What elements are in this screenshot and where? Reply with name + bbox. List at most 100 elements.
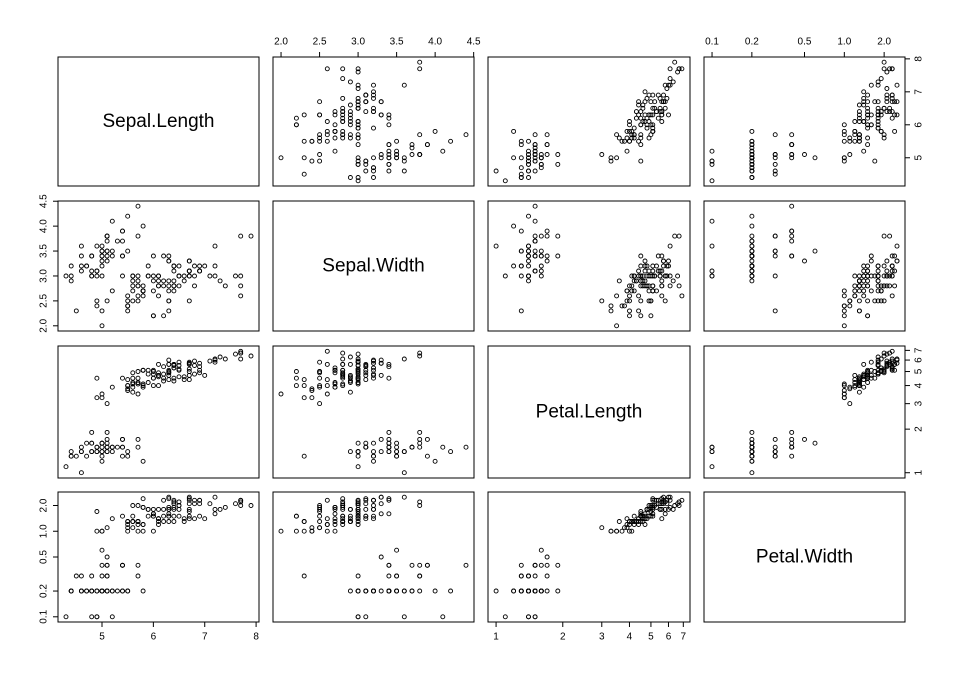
data-point — [332, 122, 338, 128]
data-point — [150, 273, 156, 279]
data-point — [875, 105, 881, 111]
data-point — [84, 263, 90, 269]
data-point — [856, 278, 862, 284]
data-point — [852, 293, 858, 299]
data-point — [202, 263, 208, 269]
data-point — [650, 288, 656, 294]
data-point — [371, 458, 376, 464]
data-point — [532, 248, 538, 254]
data-point — [875, 263, 881, 269]
data-point — [676, 283, 682, 289]
data-point — [130, 375, 136, 381]
data-point — [709, 178, 715, 184]
data-point — [417, 588, 423, 594]
data-point — [104, 253, 110, 259]
data-point — [629, 528, 635, 534]
data-point — [371, 360, 376, 366]
panel-petal-width-vs-petal-length — [487, 491, 691, 623]
data-point — [99, 547, 105, 553]
data-point — [532, 203, 538, 209]
data-point — [125, 377, 131, 383]
data-point — [856, 138, 862, 144]
data-point — [772, 273, 778, 279]
data-point — [638, 253, 644, 259]
y-tick-label: 0.2 — [39, 584, 50, 598]
data-point — [875, 298, 881, 304]
data-point — [856, 102, 862, 108]
data-point — [363, 377, 369, 383]
data-point — [881, 353, 887, 359]
data-point — [363, 496, 369, 502]
data-point — [347, 132, 353, 138]
data-point — [679, 293, 685, 299]
data-point — [555, 161, 561, 167]
data-point — [363, 158, 369, 164]
data-point — [293, 375, 299, 381]
data-point — [887, 66, 893, 72]
data-point — [371, 125, 376, 131]
data-point — [856, 132, 862, 138]
data-point — [463, 444, 469, 450]
data-point — [847, 386, 853, 392]
data-point — [371, 375, 376, 381]
data-point — [355, 506, 361, 512]
data-point — [293, 513, 299, 519]
data-point — [892, 112, 898, 118]
data-point — [135, 278, 141, 284]
data-point — [176, 513, 182, 519]
data-point — [109, 248, 115, 254]
data-point — [868, 258, 874, 264]
data-point — [317, 375, 323, 381]
data-point — [355, 135, 361, 141]
data-point — [875, 99, 881, 105]
x-tick-label: 2.5 — [313, 37, 327, 48]
data-point — [104, 238, 110, 244]
x-tick-label: 2.0 — [274, 37, 288, 48]
data-point — [772, 161, 778, 167]
data-point — [145, 506, 151, 512]
data-point — [401, 470, 407, 476]
data-point — [347, 380, 353, 385]
data-point — [627, 122, 632, 128]
data-point — [340, 350, 346, 356]
data-point — [125, 588, 131, 594]
data-point — [340, 66, 346, 72]
data-point — [518, 175, 524, 180]
data-point — [130, 389, 136, 395]
data-point — [640, 278, 646, 284]
data-point — [861, 268, 867, 274]
data-point — [145, 273, 151, 279]
data-point — [532, 168, 538, 174]
data-point — [324, 528, 330, 534]
data-point — [662, 298, 668, 304]
data-point — [861, 278, 867, 284]
data-point — [371, 453, 376, 459]
data-point — [852, 128, 858, 134]
data-point — [650, 122, 656, 128]
data-point — [99, 263, 105, 269]
data-point — [872, 273, 878, 279]
data-point — [638, 132, 644, 138]
data-point — [772, 449, 778, 455]
data-point — [120, 228, 125, 234]
panel-sepal-length-vs-sepal-width — [272, 56, 475, 187]
data-point — [865, 112, 871, 118]
data-point — [176, 366, 182, 372]
data-point — [114, 588, 120, 594]
data-point — [394, 588, 400, 594]
data-point — [125, 522, 131, 527]
data-point — [238, 273, 244, 279]
data-point — [889, 115, 895, 121]
data-point — [655, 115, 661, 121]
data-point — [94, 614, 100, 620]
data-point — [355, 614, 361, 620]
data-point — [181, 519, 187, 524]
data-point — [125, 383, 131, 389]
data-point — [140, 223, 146, 229]
x-tick-label: 0.2 — [745, 37, 759, 48]
data-point — [293, 369, 299, 374]
data-point — [378, 360, 384, 366]
data-point — [772, 168, 778, 174]
data-point — [394, 449, 400, 455]
data-point — [868, 273, 874, 279]
